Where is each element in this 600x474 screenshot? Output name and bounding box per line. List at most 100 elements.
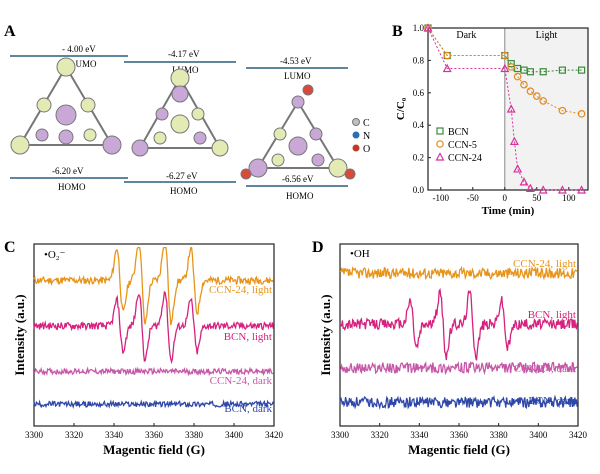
point-ccn-5 xyxy=(539,97,548,105)
point-bcn xyxy=(507,60,515,68)
x-tick-label: 3400 xyxy=(225,430,244,440)
x-tick-label: 3320 xyxy=(65,430,84,440)
point-bcn xyxy=(558,66,567,74)
legend-marker-ccn-5 xyxy=(436,140,444,148)
spectrum-ccn-24-dark xyxy=(339,360,578,376)
point-ccn-24 xyxy=(557,185,567,194)
point-ccn-24 xyxy=(509,136,519,145)
homo-label-2: HOMO xyxy=(170,186,198,196)
spectrum-ccn-24-light xyxy=(33,246,274,326)
point-ccn-24 xyxy=(423,23,433,32)
x-axis-label: Magentic field (G) xyxy=(408,442,510,457)
point-ccn-5 xyxy=(532,92,541,100)
point-ccn-5 xyxy=(507,63,516,71)
point-ccn-24 xyxy=(577,185,587,194)
point-ccn-24 xyxy=(500,63,510,73)
x-tick-label: 3360 xyxy=(450,430,469,440)
point-ccn-24 xyxy=(513,164,523,173)
spectrum-bcn-dark xyxy=(33,399,274,410)
y-tick-label: 0.2 xyxy=(413,153,424,163)
point-ccn-24 xyxy=(442,63,452,73)
legend-label-n: N xyxy=(363,131,370,142)
x-tick-label: -100 xyxy=(433,193,450,203)
homo-label-3: HOMO xyxy=(286,191,314,201)
x-tick-label: 3300 xyxy=(331,430,350,440)
point-ccn-24 xyxy=(538,185,548,194)
lumo-label-2: LUMO xyxy=(172,65,199,75)
point-ccn-5 xyxy=(443,51,452,60)
point-bcn xyxy=(539,68,547,76)
point-ccn-24 xyxy=(519,177,529,186)
orbital-image-3 xyxy=(240,84,356,180)
legend-dot-c xyxy=(352,118,360,126)
spectrum-ccn-24-dark xyxy=(33,366,274,377)
legend-marker-ccn-24 xyxy=(435,152,445,161)
series-label-ccn-24-light: CCN-24, light xyxy=(513,258,576,270)
y-tick-label: 0.6 xyxy=(413,88,425,98)
legend-label-ccn-5: CCN-5 xyxy=(448,140,477,151)
point-bcn xyxy=(526,68,535,76)
legend-label-bcn: BCN xyxy=(448,127,469,138)
y-tick-label: 1.0 xyxy=(413,23,425,33)
panel-a-label: A xyxy=(4,23,16,40)
y-tick-label: 0.8 xyxy=(413,55,425,65)
series-label-ccn-24-dark: CCN-24, dark xyxy=(514,363,577,375)
panel-c: C •O₂⁻ 3300 3320 3340 3360 3380 3400 3420 Magen… xyxy=(4,239,284,457)
series-label-bcn-dark: BCN, dark xyxy=(224,403,272,415)
y-tick-label: 0.0 xyxy=(413,185,425,195)
panel-b: B -100 -50 0 50 100 0.0 0.2 0.4 0.6 0.8 1.0 Time (m… xyxy=(392,23,589,217)
lumo-label-3: LUMO xyxy=(284,71,311,81)
x-tick-label: 3300 xyxy=(25,430,44,440)
x-tick-label: 3400 xyxy=(529,430,548,440)
x-tick-label: 0 xyxy=(503,193,508,203)
epr-superoxide-chart: 3300 3320 3340 3360 3380 3400 3420 Magentic fie… xyxy=(12,243,284,457)
molecule-bcn: - 4.00 eV LUMO -6.20 eV HOMO xyxy=(10,44,128,192)
lumo-energy-2: -4.17 eV xyxy=(168,49,200,59)
light-region xyxy=(504,28,588,190)
panel-a: A - 4.00 eV LUMO -6.20 eV HOMO xyxy=(4,23,370,201)
species-label-c: •O₂⁻ xyxy=(44,249,66,261)
homo-energy-2: -6.27 eV xyxy=(166,171,198,181)
legend-label-o: O xyxy=(363,144,370,155)
point-ccn-5 xyxy=(577,110,586,118)
point-ccn-24 xyxy=(506,104,516,113)
panel-d-label: D xyxy=(312,239,324,256)
spectrum-bcn-light xyxy=(33,290,274,365)
point-ccn-5 xyxy=(558,106,567,115)
series-label-ccn-24-light: CCN-24, light xyxy=(209,284,272,296)
orbital-image-2 xyxy=(131,68,229,157)
legend-label-c: C xyxy=(363,118,370,129)
x-tick-label: 50 xyxy=(532,193,542,203)
spectrum-bcn-light xyxy=(339,287,578,361)
legend-label-ccn-24: CCN-24 xyxy=(448,153,482,164)
epr-hydroxyl-chart: 3300 3320 3340 3360 3380 3400 3420 Magentic fie… xyxy=(318,243,588,457)
atom-legend: C N O xyxy=(352,118,370,155)
lumo-label-1: LUMO xyxy=(70,59,97,69)
region-light-label: Light xyxy=(536,30,558,41)
point-ccn-5 xyxy=(520,80,528,89)
point-ccn-5 xyxy=(500,51,509,60)
series-label-bcn-light: BCN, light xyxy=(224,331,272,343)
x-tick-label: 100 xyxy=(562,193,576,203)
x-tick-label: 3340 xyxy=(105,430,124,440)
lumo-energy-1: - 4.00 eV xyxy=(62,44,96,54)
point-bcn xyxy=(577,66,586,74)
panel-c-label: C xyxy=(4,239,16,256)
x-tick-label: -50 xyxy=(467,193,479,203)
x-axis-label: Time (min) xyxy=(482,205,535,217)
region-dark-label: Dark xyxy=(456,30,476,41)
point-ccn-5 xyxy=(513,72,522,81)
homo-energy-1: -6.20 eV xyxy=(52,166,84,176)
molecule-ccn-5: -4.17 eV LUMO -6.27 eV HOMO xyxy=(124,49,236,196)
species-label-d: •OH xyxy=(350,248,370,260)
legend-dot-o xyxy=(352,144,360,152)
orbital-image-1 xyxy=(10,57,122,155)
x-tick-label: 3380 xyxy=(490,430,509,440)
spectrum-bcn-dark xyxy=(339,394,578,410)
point-ccn-5 xyxy=(526,87,535,95)
x-tick-label: 3420 xyxy=(265,430,284,440)
lumo-energy-3: -4.53 eV xyxy=(280,56,312,66)
panel-b-label: B xyxy=(392,23,403,40)
point-ccn-24 xyxy=(525,183,535,192)
